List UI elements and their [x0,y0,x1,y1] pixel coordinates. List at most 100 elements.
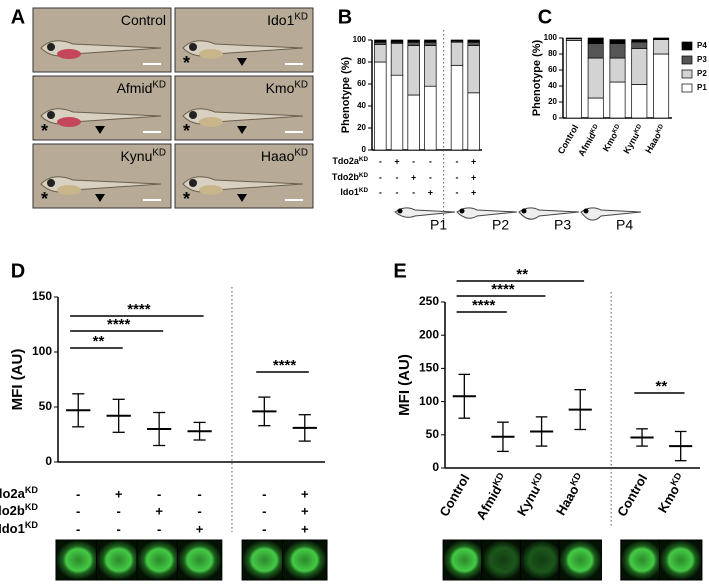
row-sign: - [456,172,459,182]
row-label-sup: KD [359,156,369,163]
bar-segment [407,39,420,43]
bar-segment [587,37,604,44]
microscopy-image [55,539,101,581]
bar-segment [609,81,626,119]
row-label-sup: KD [359,187,369,194]
phenotype-label: P1 [430,217,447,233]
y-tick-label: 80 [357,57,366,66]
panel-letter: E [393,260,406,282]
microscopy-image [136,539,182,581]
eye [397,208,403,214]
fish-label-sup: KD [294,147,308,158]
microscopy-image [282,539,328,581]
fish-image [32,143,172,209]
phenotype-label: P3 [554,217,571,233]
x-tick-label-base: Control [437,472,473,520]
y-tick-label: 20 [357,123,366,132]
row-label-sup: KD [359,172,369,179]
row-sign: - [117,503,121,518]
bar-segment [631,39,648,43]
fish-label: Control [121,12,166,28]
row-sign: + [301,521,309,536]
bar-segment [424,45,437,87]
row-sign: - [76,521,80,536]
row-label: Ido1KD [0,520,38,536]
row-sign: - [379,187,382,197]
row-sign: + [115,486,123,501]
y-tick-label: 150 [419,361,439,375]
significance-label: ** [656,378,668,395]
bar-segment [424,41,437,46]
microscopy-image [658,539,703,581]
microscopy-image [481,539,525,581]
bar-segment [390,42,404,76]
x-tick-label: Control [437,472,473,520]
x-tick-label-base: Kmo [601,131,620,154]
x-tick-label-base: Haao [644,131,664,155]
eye [521,208,527,214]
significance-label: **** [472,297,496,314]
row-sign: - [157,486,161,501]
asterisk: * [183,189,190,209]
significance-label: **** [273,357,297,374]
row-sign: - [197,503,201,518]
y-tick-label: 100 [32,344,52,358]
row-label-base: Tdo2b [332,172,359,182]
row-sign: + [301,486,309,501]
microscopy-image [176,539,223,581]
fish-label: KynuKD [120,147,166,164]
row-label-base: Tdo2a [0,486,26,501]
fish-label: Ido1KD [267,11,308,28]
row-sign: - [412,187,415,197]
bar-segment [565,40,582,119]
bar-segment [609,39,626,44]
asterisk: * [183,53,190,73]
y-tick-label: 60 [548,65,557,74]
phenotype-drawing [456,207,518,219]
row-sign: - [379,172,382,182]
legend-label: P1 [697,83,707,92]
asterisk: * [183,121,190,141]
bar-segment [424,85,437,151]
bar-segment [631,48,648,85]
row-sign: - [456,187,459,197]
significance-label: ** [93,333,105,350]
y-tick-label: 0 [362,145,367,154]
fish-label-sup: KD [294,11,308,22]
legend-label: P3 [697,55,707,64]
legend-label: P4 [697,41,707,50]
x-tick-label: HaaoKD [643,123,668,156]
y-tick-label: 0 [432,460,439,474]
microscopy-image [620,539,664,581]
x-tick-label-base: Afmid [474,483,505,522]
yolk [199,117,223,127]
microscopy-image [95,539,142,581]
microscopy-image [558,539,602,581]
eye [47,179,55,187]
row-sign: - [412,156,415,166]
arrowhead [237,126,247,134]
yolk [57,49,81,59]
fish-label: KmoKD [266,79,308,96]
y-tick-label: 40 [357,101,366,110]
row-sign: - [262,503,266,518]
row-sign: - [76,486,80,501]
eye [189,111,197,119]
significance-label: **** [107,316,131,333]
row-sign: - [379,156,382,166]
x-tick-label-base: Control [615,472,651,520]
fish-label-base: Kynu [120,148,152,164]
arrowhead [237,194,247,202]
y-axis-title: MFI (AU) [396,354,413,416]
significance-label: **** [491,281,515,298]
bar-segment [609,43,626,59]
y-tick-label: 0 [553,113,558,122]
fish-label-sup: KD [294,79,308,90]
row-sign: - [396,187,399,197]
bar-segment [390,39,404,43]
bar-segment [631,84,648,119]
fish-label-base: Kmo [266,80,295,96]
bar-segment [467,92,480,151]
row-label-sup: KD [25,485,39,495]
bar-segment [450,41,464,66]
